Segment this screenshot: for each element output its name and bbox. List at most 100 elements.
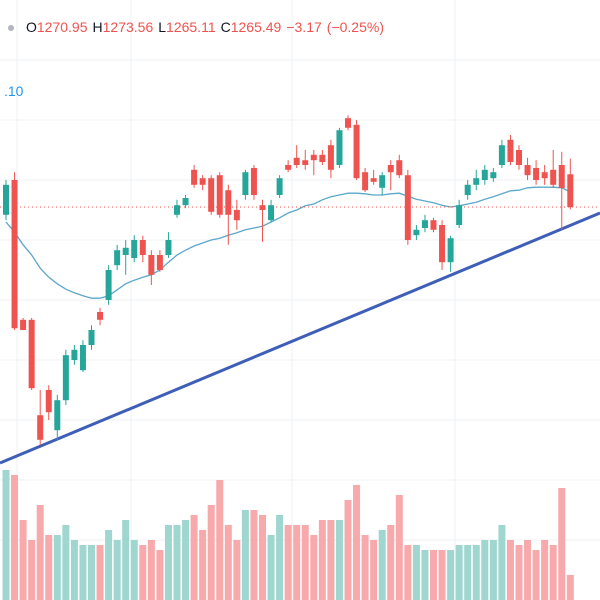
candle-body [114, 250, 121, 266]
volume-bar [370, 540, 378, 600]
candle-body [516, 150, 522, 165]
volume-bar [173, 525, 181, 600]
candle-body [71, 349, 78, 360]
candle-body [156, 255, 163, 270]
volume-bar [489, 540, 497, 600]
candle-body [208, 178, 215, 212]
moving-average [5, 186, 571, 299]
candle-body [421, 220, 428, 228]
trend-line [0, 211, 600, 465]
volume-bar [19, 520, 27, 600]
volume-bar [139, 545, 147, 600]
volume-bar [361, 535, 369, 600]
candle-body [550, 169, 557, 185]
volume-bar [412, 545, 420, 600]
candle-body [88, 330, 95, 345]
candle-body [490, 172, 497, 179]
candle-body [37, 415, 44, 440]
volume-bar [259, 515, 266, 600]
candle-body [268, 205, 275, 221]
volume-bar [267, 535, 275, 600]
ohlc-value: 1270.95 [36, 19, 88, 35]
candle-body [233, 210, 240, 221]
candle-body [62, 355, 69, 401]
candle-body [54, 400, 61, 431]
volume-bar [164, 525, 172, 600]
volume-bar [182, 520, 190, 600]
candle-body [131, 240, 138, 258]
volume-bar [455, 545, 463, 600]
candle-body [507, 139, 514, 162]
candle-body [302, 160, 309, 165]
candle-body [139, 240, 146, 255]
volume-bar [481, 540, 489, 600]
ohlc-letter: O [26, 19, 37, 35]
volume-bar [28, 540, 36, 600]
volume-bar [250, 510, 258, 600]
candle-body [45, 390, 52, 413]
candle-body [242, 172, 249, 195]
candle-body [293, 157, 300, 165]
candle-body [567, 174, 574, 208]
volume-bar [387, 525, 395, 600]
candle-body [456, 205, 463, 225]
volume-bar [147, 540, 155, 600]
candle-body [105, 270, 112, 300]
volume-bar [284, 525, 292, 600]
candle-body [327, 145, 334, 170]
candle-body [216, 175, 223, 215]
volume-bar [122, 520, 130, 600]
candle-body [97, 312, 104, 320]
volume-bar [378, 530, 386, 600]
candle-body [165, 240, 172, 255]
candle-body [28, 319, 35, 389]
candle-body [524, 165, 531, 176]
volume-bar [310, 535, 318, 600]
volume-bar [404, 545, 412, 600]
volume-bar [447, 550, 455, 600]
volume-bar [558, 488, 566, 600]
volume-bar [105, 530, 113, 600]
volume-bar [190, 515, 198, 600]
candle-body [447, 238, 454, 263]
candle-body [481, 169, 488, 180]
ohlc-legend: O1270.95 H1273.56 L1265.11 C1265.49 −3.17 (−0… [8, 19, 389, 35]
volume-bar [327, 520, 335, 600]
volume-bar [156, 550, 164, 600]
volume-bar [276, 515, 284, 600]
candle-body [174, 205, 180, 215]
candle-body [439, 225, 446, 263]
change-percent: (−0.25%) [326, 19, 384, 35]
volume-bar [472, 545, 480, 600]
volume-bar [207, 505, 215, 600]
candle-body [387, 165, 394, 173]
change: −3.17 [286, 19, 322, 35]
volume-bar [464, 545, 472, 600]
volume-bar [241, 510, 249, 600]
ohlc-value: 1273.56 [102, 19, 154, 35]
volume-bar [199, 530, 207, 600]
volume-bar [353, 485, 361, 600]
volume-bar [113, 540, 121, 600]
candle-body [473, 178, 480, 185]
candle-body [345, 118, 351, 128]
volume-bar [506, 540, 514, 600]
volume-bar [430, 550, 437, 600]
candle-body [148, 255, 155, 275]
candle-body [276, 178, 283, 195]
candle-body [79, 345, 86, 371]
volume-bar [524, 540, 532, 600]
volume-bar [566, 575, 574, 600]
candle-body [413, 229, 420, 236]
volume-bar [216, 480, 224, 600]
candle-body [3, 184, 9, 215]
candle-body [336, 130, 343, 165]
candle-body [122, 247, 129, 255]
volume-bar [88, 545, 95, 600]
candle-body [250, 168, 257, 195]
volume-bar [318, 520, 326, 600]
candle-body [199, 178, 206, 185]
volume-bar [335, 520, 343, 600]
